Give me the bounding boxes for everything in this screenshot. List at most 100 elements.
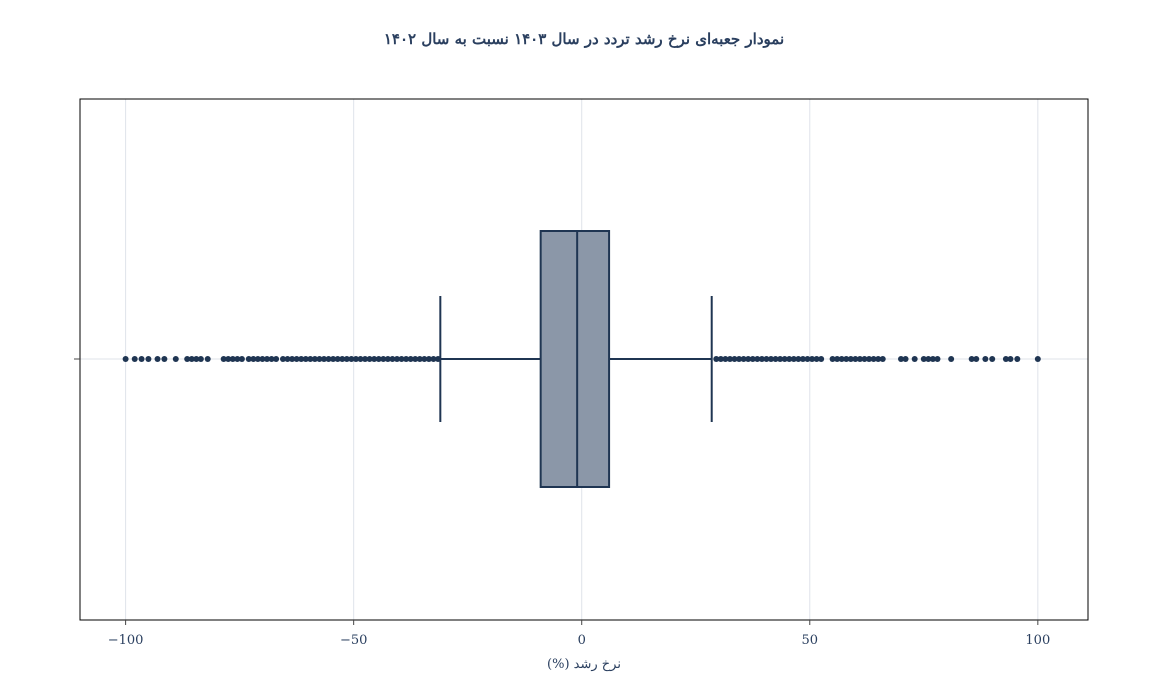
outlier-point (829, 356, 836, 362)
outlier-point (229, 356, 236, 362)
outlier-point (398, 356, 405, 362)
outlier-point (138, 356, 145, 362)
outlier-point (393, 356, 400, 362)
outlier-point (717, 356, 724, 362)
outlier-point (366, 356, 373, 362)
outlier-point (795, 356, 802, 362)
outlier-point (911, 356, 918, 362)
outlier-point (264, 356, 271, 362)
outlier-point (321, 356, 328, 362)
outlier-point (407, 356, 414, 362)
outlier-point (343, 356, 350, 362)
outlier-point (847, 356, 854, 362)
outlier-point (403, 356, 410, 362)
outlier-point (843, 356, 850, 362)
outlier-point (736, 356, 743, 362)
outlier-point (834, 356, 841, 362)
outlier-point (220, 356, 227, 362)
outlier-point (934, 356, 941, 362)
outlier-point (925, 356, 932, 362)
outlier-point (786, 356, 793, 362)
outlier-point (204, 356, 211, 362)
outlier-point (973, 356, 980, 362)
outlier-point (920, 356, 927, 362)
outlier-point (357, 356, 364, 362)
outlier-point (289, 356, 296, 362)
outlier-point (273, 356, 280, 362)
outlier-point (268, 356, 275, 362)
outlier-point (1002, 356, 1009, 362)
outlier-point (809, 356, 816, 362)
outlier-point (225, 356, 232, 362)
outlier-point (790, 356, 797, 362)
outlier-point (435, 356, 442, 362)
outlier-point (238, 356, 245, 362)
outlier-point (929, 356, 936, 362)
outlier-point (430, 356, 437, 362)
outlier-point (726, 356, 733, 362)
outlier-point (713, 356, 720, 362)
outlier-point (184, 356, 191, 362)
outlier-point (339, 356, 346, 362)
outlier-point (902, 356, 909, 362)
outlier-point (897, 356, 904, 362)
outlier-point (838, 356, 845, 362)
outlier-point (758, 356, 765, 362)
outlier-point (352, 356, 359, 362)
outlier-point (763, 356, 770, 362)
outlier-point (254, 356, 261, 362)
outlier-point (250, 356, 257, 362)
x-tick-label: −50 (340, 633, 367, 648)
outlier-point (875, 356, 882, 362)
outlier-point (154, 356, 161, 362)
outlier-point (245, 356, 252, 362)
outlier-point (777, 356, 784, 362)
outlier-point (311, 356, 318, 362)
outlier-point (754, 356, 761, 362)
outlier-point (334, 356, 341, 362)
outlier-point (172, 356, 179, 362)
outlier-point (968, 356, 975, 362)
outlier-point (731, 356, 738, 362)
outlier-point (298, 356, 305, 362)
outlier-point (371, 356, 378, 362)
outlier-point (866, 356, 873, 362)
x-tick-label: 0 (578, 633, 586, 648)
outlier-point (870, 356, 877, 362)
iqr-box (539, 230, 611, 488)
outlier-point (799, 356, 806, 362)
outlier-point (316, 356, 323, 362)
outlier-point (722, 356, 729, 362)
outlier-point (989, 356, 996, 362)
x-axis-title: نرخ رشد (%) (547, 657, 621, 672)
x-tick-label: 50 (802, 633, 819, 648)
outlier-point (1007, 356, 1014, 362)
outlier-point (234, 356, 241, 362)
outlier-point (856, 356, 863, 362)
outlier-point (416, 356, 423, 362)
outlier-point (412, 356, 419, 362)
outlier-point (1014, 356, 1021, 362)
outlier-point (768, 356, 775, 362)
outlier-point (781, 356, 788, 362)
outlier-point (325, 356, 332, 362)
outlier-point (852, 356, 859, 362)
outlier-point (279, 356, 286, 362)
outlier-point (193, 356, 200, 362)
outlier-point (375, 356, 382, 362)
outlier-point (749, 356, 756, 362)
outlier-point (982, 356, 989, 362)
outlier-point (330, 356, 337, 362)
outlier-point (380, 356, 387, 362)
outlier-point (302, 356, 309, 362)
outlier-point (772, 356, 779, 362)
outlier-point (145, 356, 152, 362)
outlier-point (948, 356, 955, 362)
outlier-point (293, 356, 300, 362)
outlier-point (131, 356, 138, 362)
outlier-point (861, 356, 868, 362)
outlier-point (389, 356, 396, 362)
outlier-point (384, 356, 391, 362)
outlier-point (813, 356, 820, 362)
